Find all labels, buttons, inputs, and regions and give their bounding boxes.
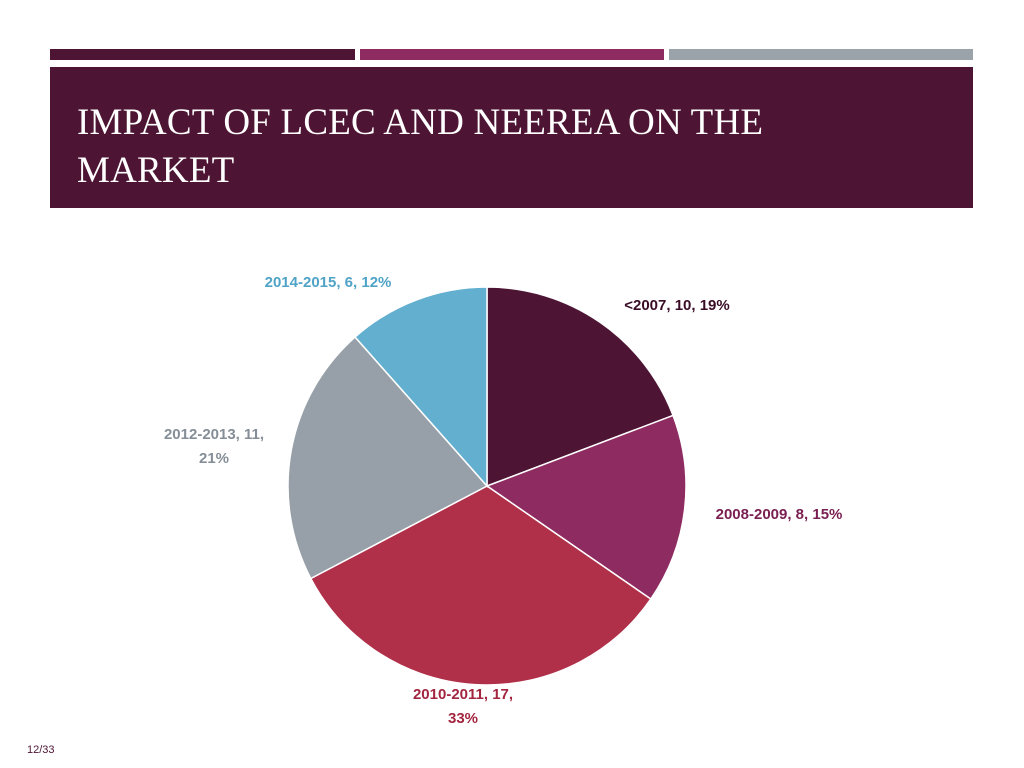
pie-label-2010-2011: 2010-2011, 17, 33% xyxy=(413,686,513,727)
pie-slices xyxy=(287,286,687,686)
pie-label-2008-2009: 2008-2009, 8, 15% xyxy=(716,506,843,523)
accent-bar-1 xyxy=(50,49,355,60)
pie-slice-2012-2013 xyxy=(287,335,489,580)
pie-label-line: 21% xyxy=(199,450,229,467)
slide-title-line-2: MARKET xyxy=(77,150,235,191)
slide-title: IMPACT OF LCEC AND NEEREA ON THE MARKET xyxy=(77,99,937,195)
page-number: 12/33 xyxy=(27,744,55,756)
pie-label-2012-2013: 2012-2013, 11, 21% xyxy=(164,426,264,467)
pie-label-line: 33% xyxy=(448,710,478,727)
pie-label-line: <2007, 10, 19% xyxy=(624,297,730,314)
pie-label-line: 2014-2015, 6, 12% xyxy=(265,274,392,291)
pie-label-2007: <2007, 10, 19% xyxy=(624,297,730,314)
slide-title-line-1: IMPACT OF LCEC AND NEEREA ON THE xyxy=(77,102,764,143)
pie-slice-2007 xyxy=(486,286,675,488)
pie-labels: <2007, 10, 19% 2008-2009, 8, 15% 2010-2011… xyxy=(164,274,842,727)
pie-label-line: 2010-2011, 17, xyxy=(413,686,513,703)
accent-bar-2 xyxy=(360,49,664,60)
pie-label-line: 2012-2013, 11, xyxy=(164,426,264,443)
pie-slice-2008-2009 xyxy=(485,414,687,601)
accent-bar-3 xyxy=(669,49,973,60)
pie-slice-2010-2011 xyxy=(309,485,652,686)
title-band: IMPACT OF LCEC AND NEEREA ON THE MARKET xyxy=(50,67,973,208)
pie-label-2014-2015: 2014-2015, 6, 12% xyxy=(265,274,392,291)
pie-label-line: 2008-2009, 8, 15% xyxy=(716,506,843,523)
pie-slice-2014-2015 xyxy=(353,286,488,488)
